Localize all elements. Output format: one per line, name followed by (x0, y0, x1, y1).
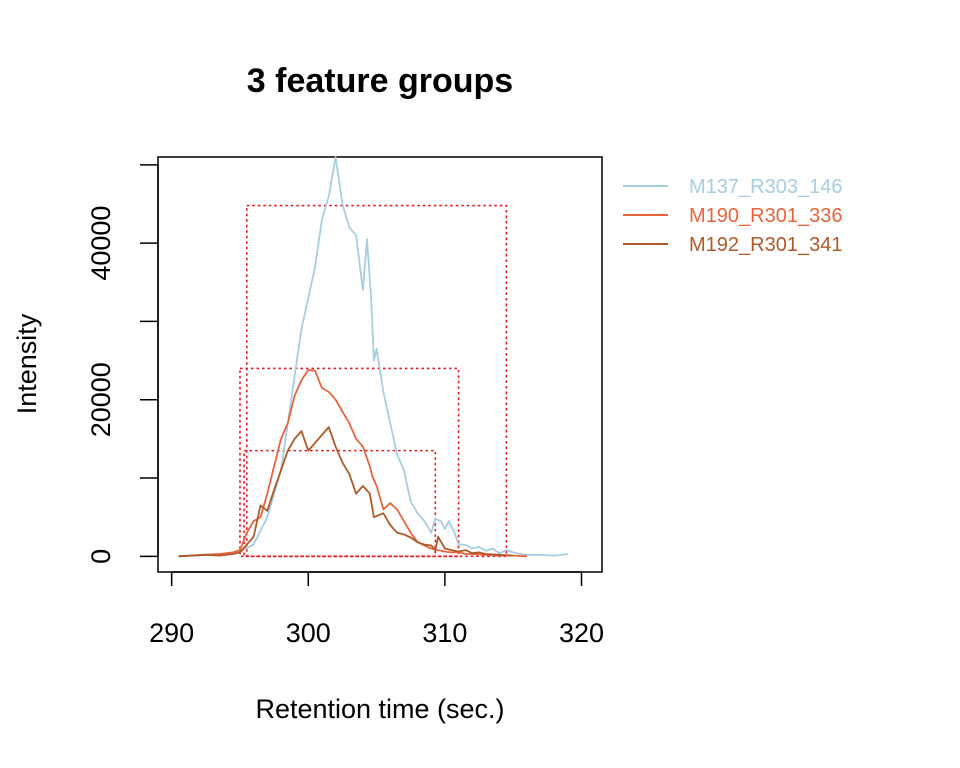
x-tick-label: 300 (286, 618, 331, 648)
chart-title: 3 feature groups (247, 62, 513, 100)
x-tick-label: 310 (422, 618, 467, 648)
y-axis-label: Intensity (12, 313, 42, 414)
legend: M137_R303_146 M190_R301_336 M192_R301_341 (623, 176, 842, 256)
x-tick-label: 290 (149, 618, 194, 648)
y-tick-label: 0 (86, 549, 116, 564)
series-line-1 (178, 156, 568, 558)
y-tick-label: 40000 (86, 206, 116, 281)
legend-label-2: M190_R301_336 (689, 205, 842, 227)
x-tick-label: 320 (559, 618, 604, 648)
y-axis: 0 20000 40000 (86, 164, 159, 564)
plot-frame (157, 156, 603, 573)
feature-box-2 (239, 367, 460, 558)
y-tick-label: 20000 (86, 362, 116, 437)
series-line-3 (178, 426, 514, 558)
x-axis-label: Retention time (sec.) (255, 694, 504, 724)
feature-box-1 (246, 204, 508, 558)
legend-label-1: M137_R303_146 (689, 176, 842, 198)
legend-label-3: M192_R301_341 (689, 234, 842, 256)
feature-boxes (239, 204, 508, 558)
feature-box-3 (243, 449, 437, 558)
series-lines (178, 156, 568, 558)
series-line-2 (178, 369, 527, 558)
x-axis: 290 300 310 320 (149, 571, 604, 648)
